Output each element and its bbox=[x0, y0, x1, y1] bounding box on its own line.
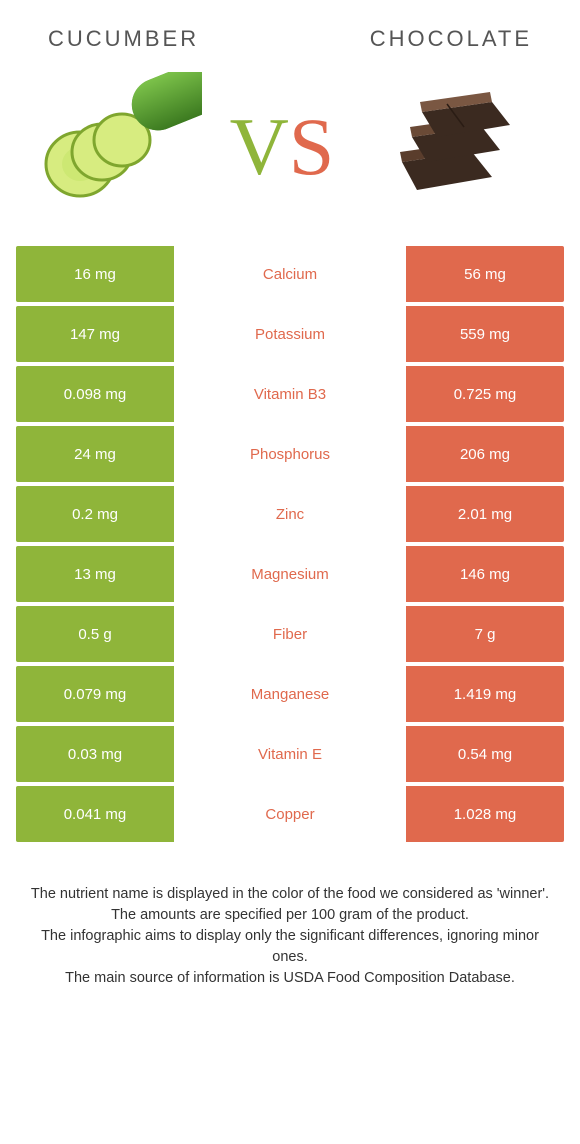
table-row: 16 mgCalcium56 mg bbox=[16, 246, 564, 302]
right-title: CHOCOLATE bbox=[370, 26, 532, 52]
table-row: 0.079 mgManganese1.419 mg bbox=[16, 666, 564, 722]
table-row: 147 mgPotassium559 mg bbox=[16, 306, 564, 362]
right-value: 1.028 mg bbox=[406, 786, 564, 842]
right-value: 2.01 mg bbox=[406, 486, 564, 542]
left-value: 13 mg bbox=[16, 546, 174, 602]
left-value: 0.079 mg bbox=[16, 666, 174, 722]
left-value: 0.098 mg bbox=[16, 366, 174, 422]
nutrient-label: Vitamin E bbox=[174, 726, 406, 782]
table-row: 0.5 gFiber7 g bbox=[16, 606, 564, 662]
table-row: 0.098 mgVitamin B30.725 mg bbox=[16, 366, 564, 422]
nutrient-label: Magnesium bbox=[174, 546, 406, 602]
nutrient-label: Potassium bbox=[174, 306, 406, 362]
nutrient-label: Calcium bbox=[174, 246, 406, 302]
nutrient-label: Zinc bbox=[174, 486, 406, 542]
right-value: 559 mg bbox=[406, 306, 564, 362]
vs-s: S bbox=[289, 101, 335, 192]
right-value: 1.419 mg bbox=[406, 666, 564, 722]
footer-line: The main source of information is USDA F… bbox=[28, 968, 552, 989]
left-value: 24 mg bbox=[16, 426, 174, 482]
footer-line: The infographic aims to display only the… bbox=[28, 926, 552, 968]
left-title: CUCUMBER bbox=[48, 26, 199, 52]
nutrient-label: Phosphorus bbox=[174, 426, 406, 482]
table-row: 0.03 mgVitamin E0.54 mg bbox=[16, 726, 564, 782]
footer-line: The nutrient name is displayed in the co… bbox=[28, 884, 552, 905]
left-value: 147 mg bbox=[16, 306, 174, 362]
footer-line: The amounts are specified per 100 gram o… bbox=[28, 905, 552, 926]
nutrient-label: Copper bbox=[174, 786, 406, 842]
right-value: 0.725 mg bbox=[406, 366, 564, 422]
header: CUCUMBER CHOCOLATE bbox=[0, 0, 580, 52]
left-value: 0.2 mg bbox=[16, 486, 174, 542]
image-row: VS bbox=[0, 52, 580, 246]
right-value: 206 mg bbox=[406, 426, 564, 482]
nutrient-label: Fiber bbox=[174, 606, 406, 662]
table-row: 0.041 mgCopper1.028 mg bbox=[16, 786, 564, 842]
vs-v: V bbox=[230, 101, 289, 192]
nutrient-label: Vitamin B3 bbox=[174, 366, 406, 422]
right-value: 56 mg bbox=[406, 246, 564, 302]
nutrient-label: Manganese bbox=[174, 666, 406, 722]
left-value: 0.041 mg bbox=[16, 786, 174, 842]
right-value: 0.54 mg bbox=[406, 726, 564, 782]
vs-label: VS bbox=[230, 100, 335, 194]
table-row: 0.2 mgZinc2.01 mg bbox=[16, 486, 564, 542]
cucumber-image bbox=[32, 72, 202, 222]
footer: The nutrient name is displayed in the co… bbox=[0, 846, 580, 989]
chocolate-image bbox=[362, 72, 532, 222]
right-value: 146 mg bbox=[406, 546, 564, 602]
left-value: 0.03 mg bbox=[16, 726, 174, 782]
right-value: 7 g bbox=[406, 606, 564, 662]
table-row: 24 mgPhosphorus206 mg bbox=[16, 426, 564, 482]
left-value: 0.5 g bbox=[16, 606, 174, 662]
table-row: 13 mgMagnesium146 mg bbox=[16, 546, 564, 602]
nutrient-table: 16 mgCalcium56 mg147 mgPotassium559 mg0.… bbox=[0, 246, 580, 842]
left-value: 16 mg bbox=[16, 246, 174, 302]
